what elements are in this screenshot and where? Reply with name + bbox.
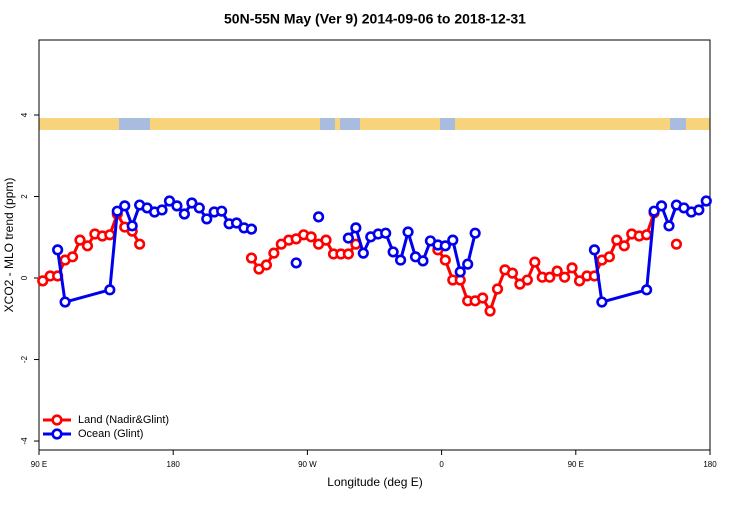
data-point [477, 292, 489, 304]
data-point [484, 305, 496, 317]
data-point [305, 231, 317, 243]
data-point [59, 296, 71, 308]
land-band [360, 118, 440, 130]
data-point [559, 271, 571, 283]
data-point [245, 223, 258, 235]
data-point [387, 246, 399, 258]
data-point [648, 205, 660, 217]
data-point [439, 240, 451, 252]
data-point [104, 284, 116, 296]
data-point [663, 220, 675, 232]
data-point [342, 232, 355, 244]
data-point [655, 200, 668, 212]
data-point [462, 258, 474, 270]
data-point [700, 195, 712, 207]
y-tick-label: -2 [20, 355, 29, 363]
chart-title: 50N-55N May (Ver 9) 2014-09-06 to 2018-1… [224, 11, 526, 27]
land-ocean-strip [39, 118, 710, 130]
data-point [260, 259, 272, 271]
data-point [312, 211, 325, 223]
legend-marker [51, 428, 63, 440]
data-point [201, 213, 213, 225]
y-tick-label: -4 [20, 437, 29, 445]
data-point [52, 244, 64, 256]
data-point [439, 254, 451, 266]
data-point [670, 238, 683, 250]
land-band [39, 118, 119, 130]
data-point [81, 240, 94, 252]
data-point [641, 284, 653, 296]
data-point [134, 238, 146, 250]
data-point [596, 296, 608, 308]
data-point [342, 248, 355, 260]
data-point [163, 195, 176, 207]
land-band [455, 118, 670, 130]
y-tick-label: 2 [20, 194, 29, 199]
data-point [104, 229, 116, 241]
data-point [290, 257, 302, 269]
y-tick-label: 0 [20, 275, 29, 280]
data-point [193, 202, 205, 214]
data-point [521, 274, 533, 286]
data-point [111, 205, 123, 217]
data-point [588, 244, 601, 256]
data-point [491, 283, 504, 295]
data-point [551, 265, 563, 277]
data-point [171, 200, 183, 212]
data-point [186, 197, 198, 209]
data-point [603, 251, 615, 263]
data-point [380, 227, 392, 239]
data-point [618, 240, 630, 252]
data-point [506, 267, 519, 279]
data-point [230, 217, 243, 229]
data-point [573, 275, 586, 287]
data-point [402, 226, 414, 238]
data-point [566, 262, 578, 274]
legend-label: Ocean (Glint) [78, 428, 143, 440]
data-point [156, 204, 168, 216]
x-tick-label: 90 W [298, 460, 317, 469]
data-point [417, 255, 429, 267]
land-band [686, 118, 710, 130]
data-point [268, 247, 280, 259]
x-tick-label: 90 E [31, 460, 47, 469]
data-point [126, 220, 138, 232]
legend-marker [51, 414, 63, 426]
data-point [447, 234, 459, 246]
x-tick-label: 180 [703, 460, 717, 469]
data-point [357, 247, 369, 259]
land-band [150, 118, 320, 130]
data-point [611, 234, 623, 246]
legend-label: Land (Nadir&Glint) [78, 414, 169, 426]
data-point [693, 204, 705, 216]
data-point [74, 234, 86, 246]
land-band [335, 118, 340, 130]
plot-frame [38, 39, 711, 451]
data-point [641, 229, 653, 241]
data-point [37, 275, 49, 287]
data-point [216, 205, 228, 217]
data-point [529, 256, 541, 268]
data-point [66, 251, 79, 263]
y-axis-label: XCO2 - MLO trend (ppm) [2, 178, 16, 313]
data-point [350, 222, 362, 234]
data-point [469, 227, 481, 239]
data-point [178, 208, 190, 220]
data-point [245, 252, 258, 264]
x-tick-label: 0 [439, 460, 444, 469]
data-point [320, 234, 332, 246]
data-point [544, 271, 556, 283]
x-tick-label: 180 [167, 460, 181, 469]
x-tick-label: 90 E [568, 460, 584, 469]
x-axis-label: Longitude (deg E) [327, 475, 422, 489]
data-point [119, 200, 131, 212]
data-point [394, 254, 407, 266]
y-tick-label: 4 [20, 112, 29, 117]
data-point [454, 266, 466, 278]
